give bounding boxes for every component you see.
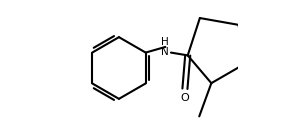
Text: H
N: H N [161,37,169,57]
Text: O: O [180,93,189,103]
